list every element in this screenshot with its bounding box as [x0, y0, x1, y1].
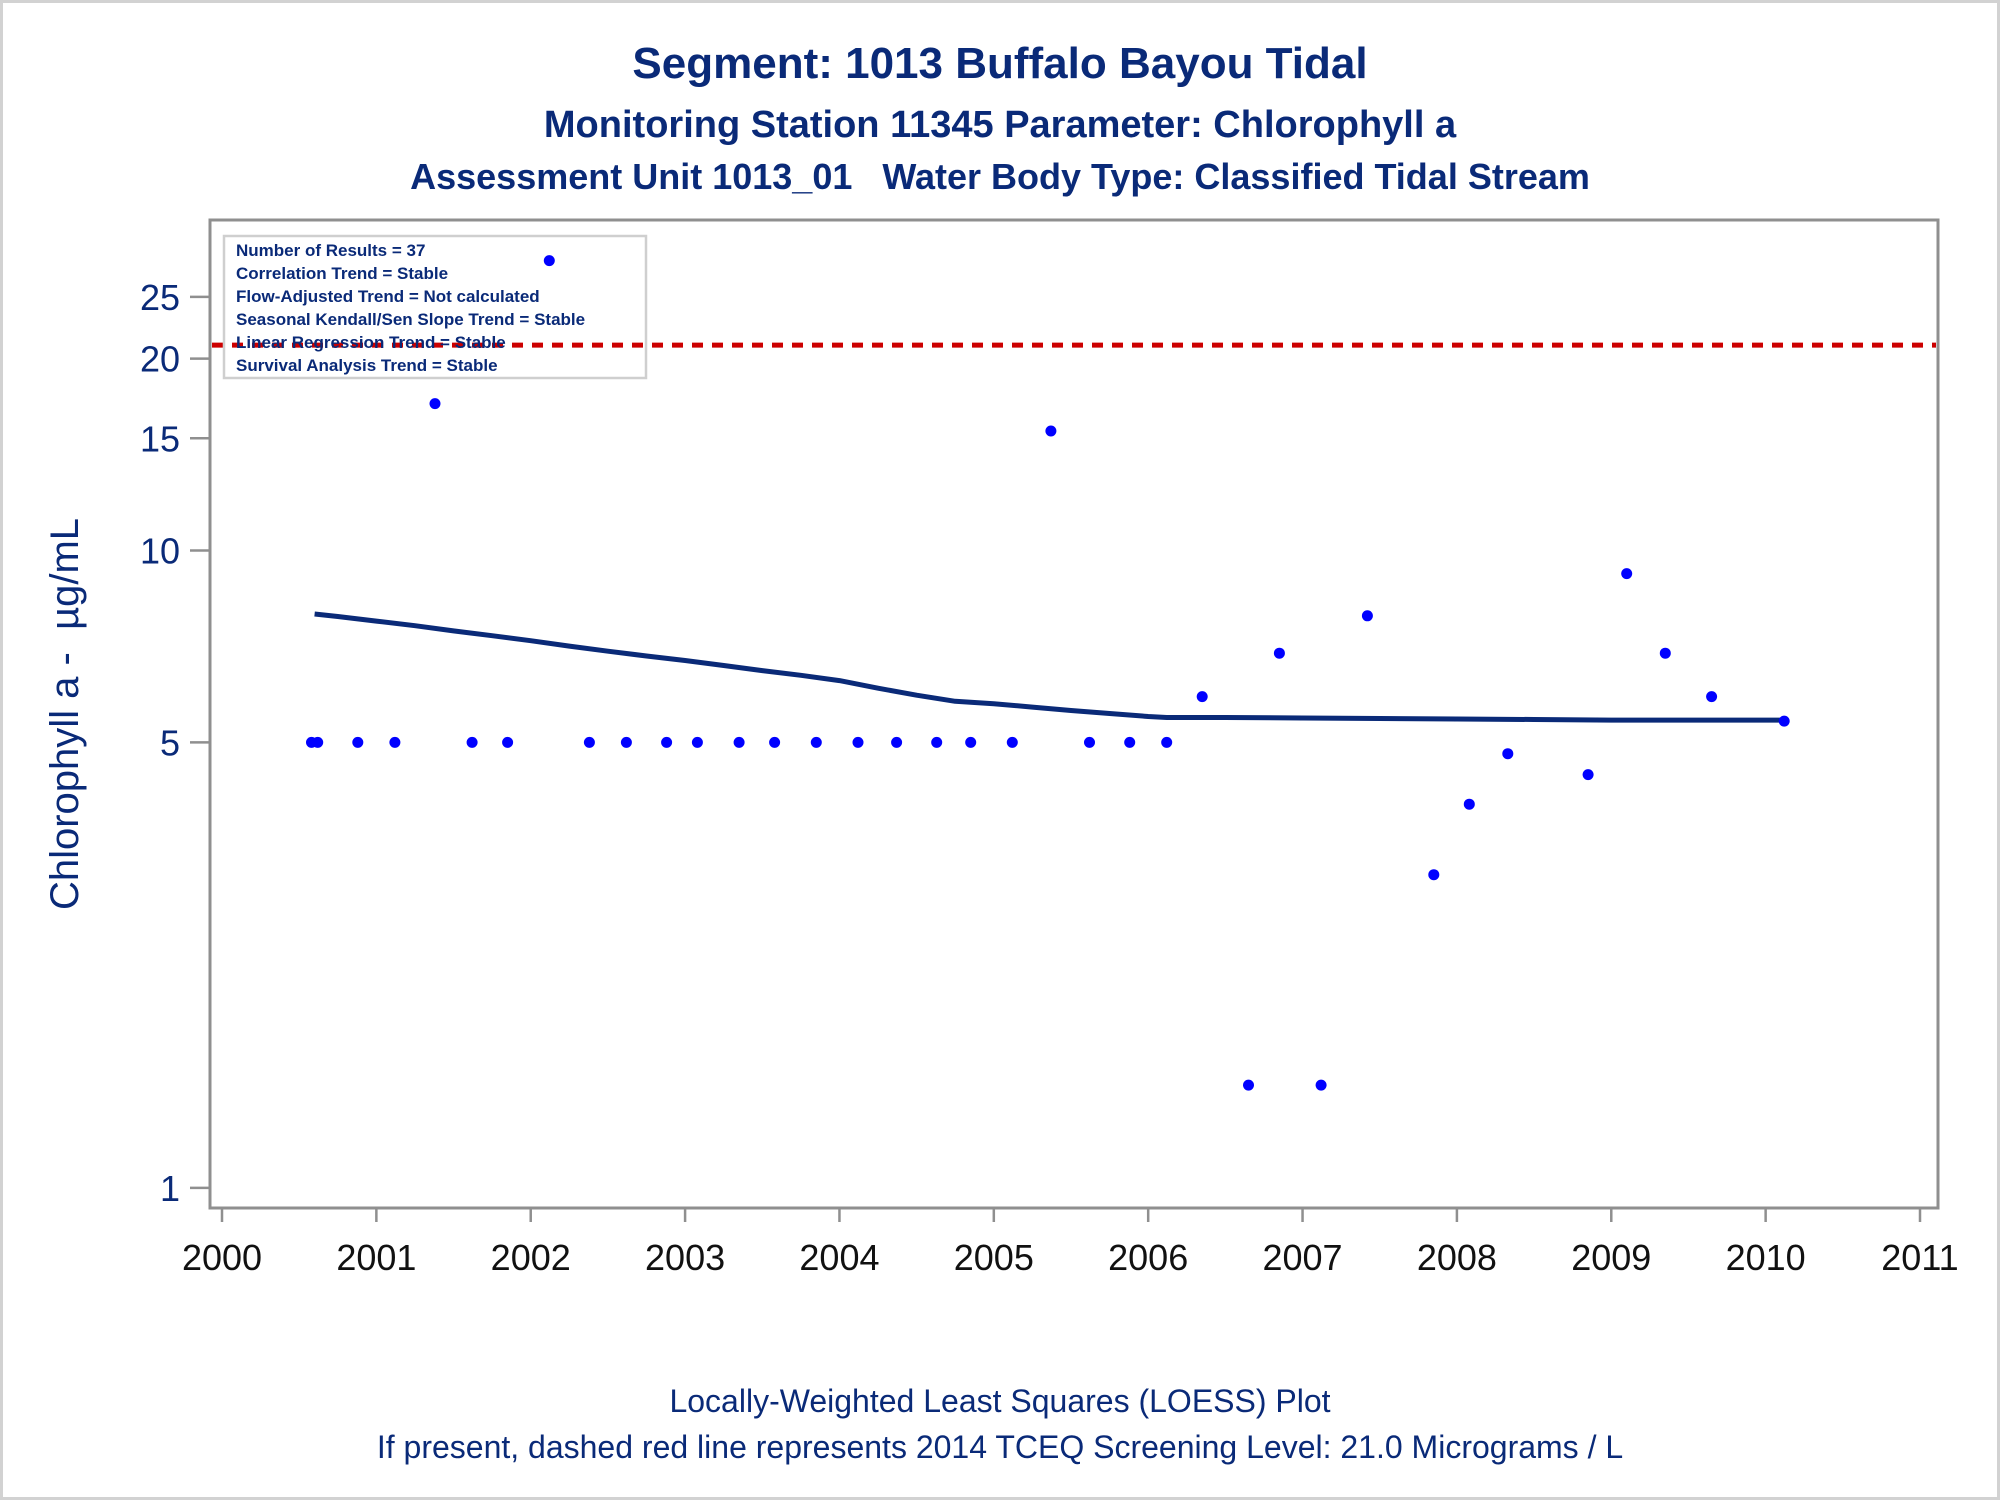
- loess-line: [314, 611, 1785, 723]
- data-point: [1361, 610, 1373, 622]
- data-point: [691, 736, 703, 748]
- x-axis: 2000 2001 2002 2003 2004 2005 2006 2007 2008 2009…: [182, 1208, 1959, 1278]
- data-point: [1045, 425, 1057, 437]
- x-tick-label: 2005: [954, 1237, 1034, 1278]
- x-tick-label: 2000: [182, 1237, 262, 1278]
- data-point: [1006, 736, 1018, 748]
- x-tick-label: 2010: [1726, 1237, 1806, 1278]
- data-point: [543, 255, 555, 267]
- y-tick-label: 25: [140, 277, 180, 318]
- data-point: [429, 398, 441, 410]
- data-point: [769, 736, 781, 748]
- data-point: [1243, 1079, 1254, 1091]
- data-point: [352, 736, 364, 748]
- x-tick-label: 2002: [491, 1237, 571, 1278]
- data-point: [1706, 691, 1718, 703]
- x-tick-label: 2007: [1262, 1237, 1342, 1278]
- data-point: [1124, 736, 1136, 748]
- y-tick-label: 10: [140, 531, 180, 572]
- trend-summary-line: Seasonal Kendall/Sen Slope Trend = Stabl…: [236, 310, 585, 329]
- plot-area: [208, 218, 1940, 1210]
- data-point: [583, 736, 595, 748]
- data-point: [931, 736, 943, 748]
- data-point: [620, 736, 632, 748]
- trend-summary-box: Number of Results = 37 Correlation Trend …: [222, 234, 648, 380]
- y-tick-label: 5: [160, 722, 180, 763]
- footer-line-2: If present, dashed red line represents 2…: [377, 1429, 1623, 1465]
- data-point: [1659, 647, 1671, 659]
- trend-summary-line: Correlation Trend = Stable: [236, 264, 448, 283]
- x-tick-label: 2001: [336, 1237, 416, 1278]
- data-point: [733, 736, 745, 748]
- footer-line-1: Locally-Weighted Least Squares (LOESS) P…: [669, 1383, 1330, 1419]
- data-point: [1621, 568, 1633, 580]
- chart-subtitle-2: Assessment Unit 1013_01 Water Body Type:…: [410, 156, 1590, 197]
- chart-title: Segment: 1013 Buffalo Bayou Tidal: [632, 39, 1367, 88]
- data-point: [1463, 798, 1475, 810]
- y-tick-label: 20: [140, 339, 180, 380]
- data-point: [810, 736, 822, 748]
- data-point: [661, 736, 673, 748]
- x-tick-label: 2003: [645, 1237, 725, 1278]
- trend-summary-line: Linear Regression Trend = Stable: [236, 333, 506, 352]
- data-point: [891, 736, 903, 748]
- y-tick-label: 15: [140, 418, 180, 459]
- x-tick-label: 2008: [1417, 1237, 1497, 1278]
- x-tick-label: 2009: [1571, 1237, 1651, 1278]
- x-tick-label: 2004: [799, 1237, 879, 1278]
- data-point: [466, 736, 478, 748]
- x-tick-label: 2011: [1881, 1237, 1958, 1278]
- data-point: [389, 736, 401, 748]
- data-point: [502, 736, 514, 748]
- x-tick-label: 2006: [1108, 1237, 1188, 1278]
- data-point: [1084, 736, 1095, 748]
- data-point: [1315, 1079, 1327, 1091]
- chart-marks: [212, 255, 1936, 1091]
- data-point: [1778, 715, 1790, 727]
- trend-summary-line: Flow-Adjusted Trend = Not calculated: [236, 287, 540, 306]
- y-axis-label: Chlorophyll a - µg/mL: [43, 518, 87, 910]
- trend-summary-line: Survival Analysis Trend = Stable: [236, 356, 498, 375]
- data-point: [1273, 647, 1285, 659]
- data-point: [1196, 691, 1208, 703]
- chart-subtitle: Monitoring Station 11345 Parameter: Chlo…: [544, 104, 1457, 146]
- y-tick-label: 1: [160, 1168, 180, 1209]
- data-point: [965, 736, 977, 748]
- data-point: [1428, 869, 1440, 881]
- data-point: [852, 736, 864, 748]
- trend-summary-frame: [222, 234, 648, 380]
- data-point: [312, 736, 324, 748]
- data-point: [1161, 736, 1173, 748]
- data-point: [1502, 748, 1514, 760]
- trend-summary-line: Number of Results = 37: [236, 241, 425, 260]
- data-point: [1582, 769, 1594, 781]
